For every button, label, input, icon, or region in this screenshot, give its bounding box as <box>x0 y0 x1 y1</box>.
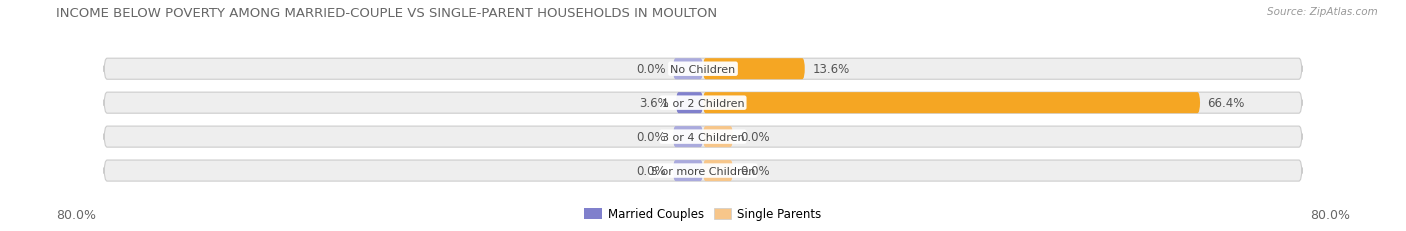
FancyBboxPatch shape <box>104 59 1302 80</box>
Text: 0.0%: 0.0% <box>741 164 770 177</box>
Text: 13.6%: 13.6% <box>813 63 849 76</box>
Text: 0.0%: 0.0% <box>636 131 665 143</box>
FancyBboxPatch shape <box>104 127 1302 148</box>
FancyBboxPatch shape <box>673 59 703 80</box>
Text: 66.4%: 66.4% <box>1208 97 1244 110</box>
Text: No Children: No Children <box>671 64 735 74</box>
FancyBboxPatch shape <box>703 59 804 80</box>
FancyBboxPatch shape <box>703 160 733 181</box>
FancyBboxPatch shape <box>673 127 703 148</box>
Text: 80.0%: 80.0% <box>56 208 96 221</box>
Legend: Married Couples, Single Parents: Married Couples, Single Parents <box>579 203 827 225</box>
Text: 5 or more Children: 5 or more Children <box>651 166 755 176</box>
Text: Source: ZipAtlas.com: Source: ZipAtlas.com <box>1267 7 1378 17</box>
FancyBboxPatch shape <box>703 127 733 148</box>
Text: 0.0%: 0.0% <box>636 63 665 76</box>
Text: 3.6%: 3.6% <box>638 97 669 110</box>
Text: 3 or 4 Children: 3 or 4 Children <box>662 132 744 142</box>
Text: 1 or 2 Children: 1 or 2 Children <box>662 98 744 108</box>
Text: INCOME BELOW POVERTY AMONG MARRIED-COUPLE VS SINGLE-PARENT HOUSEHOLDS IN MOULTON: INCOME BELOW POVERTY AMONG MARRIED-COUPL… <box>56 7 717 20</box>
Text: 80.0%: 80.0% <box>1310 208 1350 221</box>
Text: 0.0%: 0.0% <box>741 131 770 143</box>
FancyBboxPatch shape <box>104 93 1302 114</box>
FancyBboxPatch shape <box>673 160 703 181</box>
FancyBboxPatch shape <box>676 93 703 114</box>
FancyBboxPatch shape <box>104 160 1302 181</box>
FancyBboxPatch shape <box>703 93 1201 114</box>
Text: 0.0%: 0.0% <box>636 164 665 177</box>
